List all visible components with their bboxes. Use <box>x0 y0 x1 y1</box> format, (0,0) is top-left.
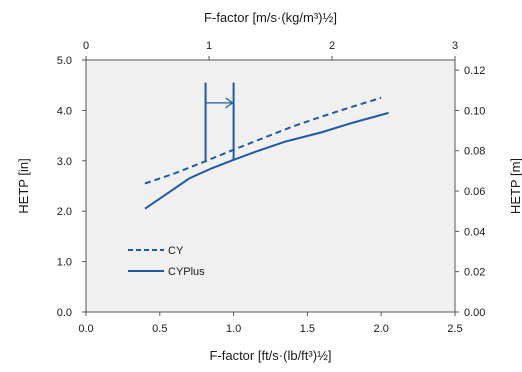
x2-tick-label: 3 <box>452 40 458 52</box>
x-tick-label: 2.5 <box>447 323 462 335</box>
y2-tick-label: 0.12 <box>464 65 485 77</box>
legend-label-cyplus: CYPlus <box>168 266 205 278</box>
y2-tick-label: 0.10 <box>464 105 485 117</box>
x2-tick-label: 1 <box>206 40 212 52</box>
y-tick-label: 4.0 <box>57 105 72 117</box>
x-tick-label: 2.0 <box>374 323 389 335</box>
series-line-cy <box>144 96 382 185</box>
annotation-arrow-head <box>225 97 234 109</box>
x-tick-label: 0.0 <box>78 323 93 335</box>
y-tick-label: 2.0 <box>57 206 72 218</box>
y-tick-label: 3.0 <box>57 156 72 168</box>
legend-label-cy: CY <box>168 245 184 257</box>
x-tick-label: 1.0 <box>226 323 241 335</box>
x2-axis-title: F-factor [m/s·(kg/m³)½] <box>204 10 337 25</box>
x-tick-label: 0.5 <box>152 323 167 335</box>
x2-tick-label: 2 <box>329 40 335 52</box>
x2-tick-label: 0 <box>83 40 89 52</box>
series-line-cyplus <box>144 111 389 210</box>
y2-axis-title: HETP [m] <box>508 158 522 214</box>
y2-tick-label: 0.02 <box>464 267 485 279</box>
y2-tick-label: 0.00 <box>464 307 485 319</box>
y2-tick-label: 0.08 <box>464 146 485 158</box>
y-tick-label: 1.0 <box>57 257 72 269</box>
plot-area <box>85 59 456 313</box>
y-tick-label: 5.0 <box>57 55 72 67</box>
x-axis-title: F-factor [ft/s·(lb/ft³)½] <box>209 348 331 363</box>
y-tick-label: 0.0 <box>57 307 72 319</box>
y2-tick-label: 0.04 <box>464 226 485 238</box>
y-axis-title: HETP [in] <box>16 158 31 213</box>
plot-layer: 0.0 0.5 1.0 1.5 2.0 2.5 0 1 2 3 0.0 1.0 2.0 3.0 4.0 5.0… <box>16 10 522 363</box>
y2-tick-label: 0.06 <box>464 186 485 198</box>
x-tick-label: 1.5 <box>300 323 315 335</box>
